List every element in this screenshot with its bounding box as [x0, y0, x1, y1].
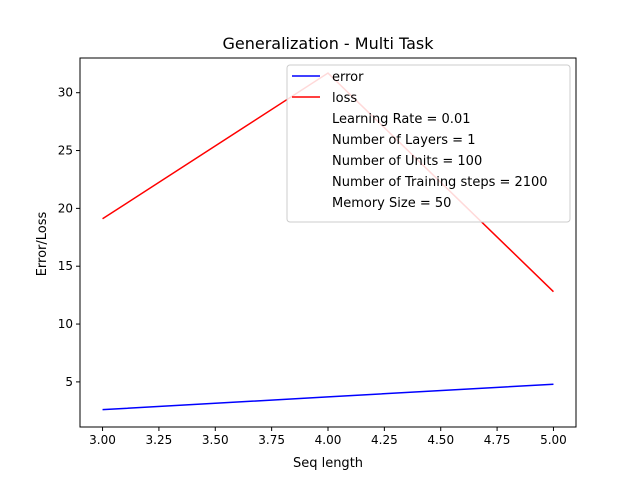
legend-note: Number of Layers = 1: [332, 133, 475, 148]
y-tick-label: 20: [58, 201, 73, 215]
error-series-line: [102, 383, 554, 411]
legend-note: Learning Rate = 0.01: [332, 112, 470, 127]
chart-title: Generalization - Multi Task: [222, 34, 434, 53]
legend-entry-error: error: [332, 70, 364, 85]
x-tick-label: 3.50: [202, 433, 229, 447]
x-tick-label: 3.75: [258, 433, 285, 447]
x-tick-label: 4.50: [427, 433, 454, 447]
y-tick-label: 25: [58, 144, 73, 158]
legend-box: [286, 64, 571, 223]
x-tick-label: 3.25: [146, 433, 173, 447]
legend-note: Number of Training steps = 2100: [332, 175, 548, 190]
y-axis-label: Error/Loss: [35, 211, 50, 276]
legend-entry-loss: loss: [332, 91, 357, 106]
y-tick-label: 15: [58, 259, 73, 273]
x-tick-label: 3.00: [89, 433, 116, 447]
legend-note: Number of Units = 100: [332, 154, 482, 169]
y-tick-label: 5: [65, 375, 73, 389]
y-tick-label: 10: [58, 317, 73, 331]
x-tick-label: 4.75: [484, 433, 511, 447]
x-tick-label: 5.00: [540, 433, 567, 447]
x-tick-label: 4.25: [371, 433, 398, 447]
legend: error loss Learning Rate = 0.01 Number of L…: [286, 64, 571, 223]
x-axis-label: Seq length: [293, 456, 363, 471]
legend-note: Memory Size = 50: [332, 196, 451, 211]
x-tick-label: 4.00: [315, 433, 342, 447]
y-tick-label: 30: [58, 86, 73, 100]
axes: 3.00 3.25 3.50 3.75 4.00 4.25 4.50 4.75 5.00 5 10 1…: [58, 57, 577, 447]
